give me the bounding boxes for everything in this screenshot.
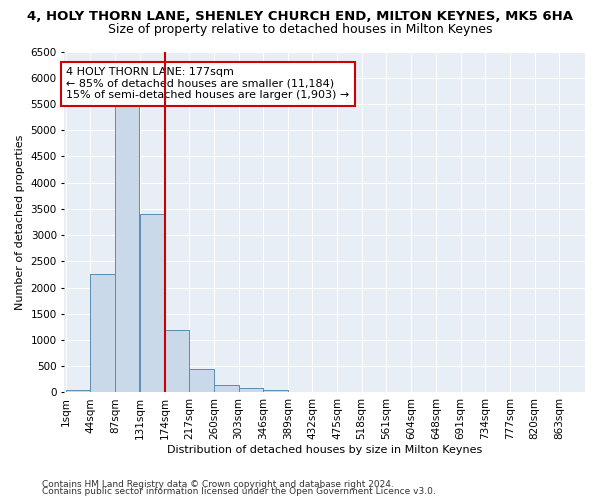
Bar <box>115 104 139 393</box>
Text: 4, HOLY THORN LANE, SHENLEY CHURCH END, MILTON KEYNES, MK5 6HA: 4, HOLY THORN LANE, SHENLEY CHURCH END, … <box>27 10 573 23</box>
Bar <box>214 384 239 392</box>
X-axis label: Distribution of detached houses by size in Milton Keynes: Distribution of detached houses by size … <box>167 445 482 455</box>
Text: Size of property relative to detached houses in Milton Keynes: Size of property relative to detached ho… <box>108 22 492 36</box>
Bar <box>65 390 90 392</box>
Bar <box>90 274 115 392</box>
Bar <box>140 214 164 392</box>
Bar <box>263 390 288 392</box>
Bar <box>239 388 263 392</box>
Bar <box>164 330 189 392</box>
Bar <box>189 369 214 392</box>
Text: 4 HOLY THORN LANE: 177sqm
← 85% of detached houses are smaller (11,184)
15% of s: 4 HOLY THORN LANE: 177sqm ← 85% of detac… <box>66 67 349 100</box>
Y-axis label: Number of detached properties: Number of detached properties <box>15 134 25 310</box>
Text: Contains public sector information licensed under the Open Government Licence v3: Contains public sector information licen… <box>42 487 436 496</box>
Text: Contains HM Land Registry data © Crown copyright and database right 2024.: Contains HM Land Registry data © Crown c… <box>42 480 394 489</box>
